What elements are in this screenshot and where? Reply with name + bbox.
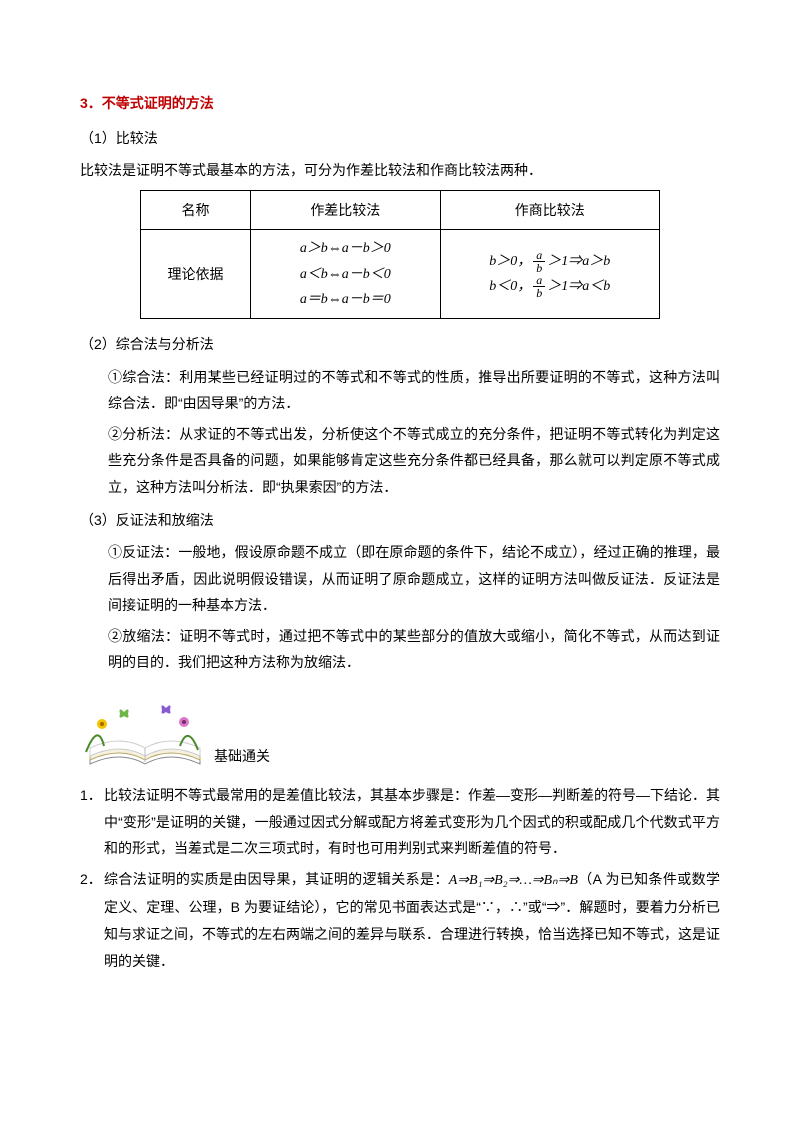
math-line: a＜b⇔a－b＜0 (261, 262, 429, 287)
subsection-3-title: （3）反证法和放缩法 (80, 507, 720, 534)
paragraph: ②放缩法：证明不等式时，通过把不等式中的某些部分的值放大或缩小，简化不等式，从而… (108, 623, 720, 676)
table-header-diff: 作差比较法 (251, 190, 440, 230)
item2-logic-chain: A⇒B₁⇒B₂⇒…⇒Bₙ⇒B (449, 873, 578, 888)
table-cell-diff: a＞b⇔a－b＞0 a＜b⇔a－b＜0 a＝b⇔a－b＝0 (251, 230, 440, 319)
fraction: ab (533, 249, 545, 274)
item-number: 2． (80, 866, 104, 974)
basics-label: 基础通关 (214, 743, 270, 774)
subsection-1-intro: 比较法是证明不等式最基本的方法，可分为作差比较法和作商比较法两种． (80, 157, 720, 184)
math-text: b＞0， (489, 254, 531, 269)
math-text: ＞1⇒a＜b (547, 279, 610, 294)
math-line: b＜0，ab＞1⇒a＜b (451, 274, 649, 299)
subsection-2-title: （2）综合法与分析法 (80, 331, 720, 358)
math-line: b＞0，ab＞1⇒a＞b (451, 249, 649, 274)
subsection-3-body: ①反证法：一般地，假设原命题不成立（即在原命题的条件下，结论不成立），经过正确的… (80, 539, 720, 676)
comparison-table: 名称 作差比较法 作商比较法 理论依据 a＞b⇔a－b＞0 a＜b⇔a－b＜0 … (140, 190, 660, 319)
paragraph: ①综合法：利用某些已经证明过的不等式和不等式的性质，推导出所要证明的不等式，这种… (108, 364, 720, 417)
paragraph: ②分析法：从求证的不等式出发，分析使这个不等式成立的充分条件，把证明不等式转化为… (108, 421, 720, 501)
subsection-2-body: ①综合法：利用某些已经证明过的不等式和不等式的性质，推导出所要证明的不等式，这种… (80, 364, 720, 501)
basics-divider: 基础通关 (80, 694, 720, 774)
item-number: 1． (80, 782, 104, 862)
fraction-den: b (533, 287, 545, 299)
math-text: ＞1⇒a＞b (547, 254, 610, 269)
math-text: b＜0， (489, 279, 531, 294)
document-page: 3．不等式证明的方法 （1）比较法 比较法是证明不等式最基本的方法，可分为作差比… (0, 0, 800, 1132)
table-header-quot: 作商比较法 (440, 190, 659, 230)
subsection-1-title: （1）比较法 (80, 125, 720, 152)
fraction: ab (533, 274, 545, 299)
fraction-den: b (533, 262, 545, 274)
section-heading-3: 3．不等式证明的方法 (80, 90, 720, 117)
table-header-name: 名称 (141, 190, 251, 230)
paragraph: ①反证法：一般地，假设原命题不成立（即在原命题的条件下，结论不成立），经过正确的… (108, 539, 720, 619)
list-item: 2． 综合法证明的实质是由因导果，其证明的逻辑关系是：A⇒B₁⇒B₂⇒…⇒Bₙ⇒… (80, 866, 720, 974)
table-cell-quot: b＞0，ab＞1⇒a＞b b＜0，ab＞1⇒a＜b (440, 230, 659, 319)
math-line: a＝b⇔a－b＝0 (261, 287, 429, 312)
open-book-icon (80, 694, 210, 774)
item-text: 比较法证明不等式最常用的是差值比较法，其基本步骤是：作差—变形—判断差的符号—下… (104, 782, 720, 862)
table-row-label: 理论依据 (141, 230, 251, 319)
list-item: 1． 比较法证明不等式最常用的是差值比较法，其基本步骤是：作差—变形—判断差的符… (80, 782, 720, 862)
item-text: 综合法证明的实质是由因导果，其证明的逻辑关系是：A⇒B₁⇒B₂⇒…⇒Bₙ⇒B（A… (104, 866, 720, 974)
math-line: a＞b⇔a－b＞0 (261, 236, 429, 261)
table-row: 名称 作差比较法 作商比较法 (141, 190, 660, 230)
item2-part-a: 综合法证明的实质是由因导果，其证明的逻辑关系是： (104, 871, 449, 887)
table-row: 理论依据 a＞b⇔a－b＞0 a＜b⇔a－b＜0 a＝b⇔a－b＝0 b＞0，a… (141, 230, 660, 319)
